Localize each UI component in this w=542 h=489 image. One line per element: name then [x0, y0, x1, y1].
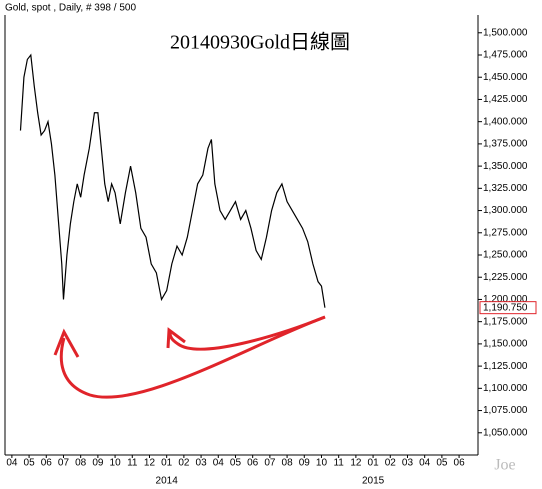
arrow-head: [53, 328, 80, 358]
x-tick-label: 12: [350, 458, 362, 469]
y-tick-label: 1,150.000: [483, 339, 528, 350]
x-tick-label: 06: [41, 458, 53, 469]
y-tick-label: 1,475.000: [483, 50, 528, 61]
x-tick-label: 04: [419, 458, 431, 469]
x-tick-label: 05: [24, 458, 36, 469]
last-value-box: [479, 301, 537, 315]
y-tick-label: 1,500.000: [483, 27, 528, 38]
x-tick-label: 09: [92, 458, 104, 469]
year-label: 2014: [156, 476, 179, 487]
x-tick-label: 06: [454, 458, 466, 469]
last-value-label: 1,190.750: [483, 302, 528, 313]
y-tick-label: 1,125.000: [483, 361, 528, 372]
y-tick-label: 1,375.000: [483, 139, 528, 150]
y-tick-label: 1,350.000: [483, 161, 528, 172]
y-tick-label: 1,250.000: [483, 250, 528, 261]
price-line: [19, 53, 326, 308]
x-tick-label: 02: [385, 458, 397, 469]
x-tick-label: 05: [230, 458, 242, 469]
x-tick-label: 04: [6, 458, 18, 469]
y-tick-label: 1,050.000: [483, 427, 528, 438]
x-tick-label: 07: [58, 458, 70, 469]
y-tick-label: 1,400.000: [483, 116, 528, 127]
y-tick-label: 1,275.000: [483, 227, 528, 238]
arrow-head: [166, 327, 186, 349]
x-tick-label: 10: [110, 458, 122, 469]
x-tick-label: 11: [127, 458, 138, 469]
y-tick-label: 1,225.000: [483, 272, 528, 283]
y-tick-label: 1,325.000: [483, 183, 528, 194]
x-tick-label: 11: [333, 458, 344, 469]
arrow: [59, 315, 326, 399]
arrow: [168, 315, 326, 351]
y-tick-label: 1,425.000: [483, 94, 528, 105]
x-tick-label: 08: [282, 458, 294, 469]
x-tick-label: 02: [178, 458, 190, 469]
x-tick-label: 01: [368, 458, 380, 469]
x-tick-label: 01: [161, 458, 173, 469]
x-tick-label: 03: [402, 458, 414, 469]
y-tick-label: 1,075.000: [483, 405, 528, 416]
annotation-arrows: [53, 315, 326, 399]
x-tick-label: 07: [264, 458, 276, 469]
x-tick-label: 09: [299, 458, 311, 469]
year-label: 2015: [362, 476, 385, 487]
x-tick-label: 10: [316, 458, 328, 469]
y-tick-label: 1,450.000: [483, 72, 528, 83]
y-tick-label: 1,100.000: [483, 383, 528, 394]
x-tick-label: 03: [196, 458, 208, 469]
y-tick-label: 1,200.000: [483, 294, 528, 305]
x-tick-label: 05: [436, 458, 448, 469]
y-tick-label: 1,300.000: [483, 205, 528, 216]
chart-subtitle: Gold, spot , Daily, # 398 / 500: [5, 3, 136, 14]
x-tick-label: 12: [144, 458, 156, 469]
chart-title: 20140930Gold日線圖: [170, 31, 350, 54]
x-tick-label: 06: [247, 458, 259, 469]
x-tick-label: 04: [213, 458, 225, 469]
x-tick-label: 08: [75, 458, 87, 469]
y-tick-label: 1,175.000: [483, 316, 528, 327]
watermark: Joe: [494, 457, 515, 474]
